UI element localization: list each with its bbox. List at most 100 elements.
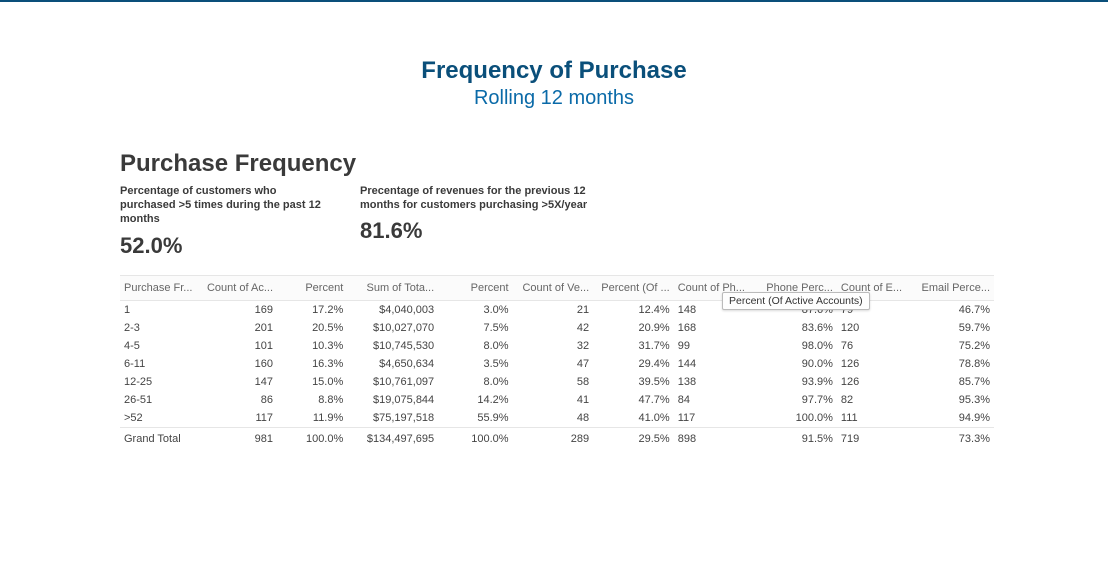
cell: 97.7% bbox=[756, 391, 837, 409]
cell: 47.7% bbox=[593, 391, 674, 409]
cell: 126 bbox=[837, 373, 913, 391]
cell: 98.0% bbox=[756, 337, 837, 355]
cell: 59.7% bbox=[913, 319, 994, 337]
report-title: Purchase Frequency bbox=[120, 150, 994, 178]
cell: 20.5% bbox=[277, 319, 347, 337]
cell: 8.8% bbox=[277, 391, 347, 409]
cell: $134,497,695 bbox=[347, 427, 438, 448]
kpi-customers-5x: Percentage of customers who purchased >5… bbox=[120, 184, 330, 259]
cell: 32 bbox=[513, 337, 594, 355]
cell: 15.0% bbox=[277, 373, 347, 391]
cell: 42 bbox=[513, 319, 594, 337]
cell: 12.4% bbox=[593, 300, 674, 319]
cell: 21 bbox=[513, 300, 594, 319]
cell: 117 bbox=[674, 409, 757, 428]
page-header: Frequency of Purchase Rolling 12 months bbox=[0, 2, 1108, 150]
kpi-label: Precentage of revenues for the previous … bbox=[360, 184, 600, 213]
cell: 86 bbox=[203, 391, 277, 409]
table-row: 4-510110.3%$10,745,5308.0%3231.7%9998.0%… bbox=[120, 337, 994, 355]
cell: 138 bbox=[674, 373, 757, 391]
cell: 1 bbox=[120, 300, 203, 319]
cell: $10,745,530 bbox=[347, 337, 438, 355]
cell: 31.7% bbox=[593, 337, 674, 355]
page-subtitle: Rolling 12 months bbox=[0, 86, 1108, 110]
cell: 898 bbox=[674, 427, 757, 448]
cell: 95.3% bbox=[913, 391, 994, 409]
cell: >52 bbox=[120, 409, 203, 428]
cell: 169 bbox=[203, 300, 277, 319]
column-header[interactable]: Purchase Fr... bbox=[120, 275, 203, 300]
table-row: >5211711.9%$75,197,51855.9%4841.0%117100… bbox=[120, 409, 994, 428]
cell: 94.9% bbox=[913, 409, 994, 428]
cell: 981 bbox=[203, 427, 277, 448]
cell: 47 bbox=[513, 355, 594, 373]
cell: 16.3% bbox=[277, 355, 347, 373]
cell: 8.0% bbox=[438, 337, 512, 355]
cell: 29.4% bbox=[593, 355, 674, 373]
cell: 144 bbox=[674, 355, 757, 373]
cell: 75.2% bbox=[913, 337, 994, 355]
cell: 48 bbox=[513, 409, 594, 428]
cell: 20.9% bbox=[593, 319, 674, 337]
column-header[interactable]: Percent (Of ... bbox=[593, 275, 674, 300]
table-row: 2-320120.5%$10,027,0707.5%4220.9%16883.6… bbox=[120, 319, 994, 337]
cell: 11.9% bbox=[277, 409, 347, 428]
column-header[interactable]: Sum of Tota... bbox=[347, 275, 438, 300]
kpi-row: Percentage of customers who purchased >5… bbox=[120, 184, 994, 259]
cell: $19,075,844 bbox=[347, 391, 438, 409]
cell: 719 bbox=[837, 427, 913, 448]
column-tooltip: Percent (Of Active Accounts) bbox=[722, 292, 870, 310]
cell: 17.2% bbox=[277, 300, 347, 319]
cell: 3.0% bbox=[438, 300, 512, 319]
cell: 10.3% bbox=[277, 337, 347, 355]
cell: 41.0% bbox=[593, 409, 674, 428]
cell: 6-11 bbox=[120, 355, 203, 373]
table-area: Percent (Of Active Accounts) Purchase Fr… bbox=[120, 275, 994, 448]
cell: 39.5% bbox=[593, 373, 674, 391]
cell: 91.5% bbox=[756, 427, 837, 448]
cell: 100.0% bbox=[756, 409, 837, 428]
column-header[interactable]: Count of Ac... bbox=[203, 275, 277, 300]
cell: $4,650,634 bbox=[347, 355, 438, 373]
cell: 85.7% bbox=[913, 373, 994, 391]
cell: 168 bbox=[674, 319, 757, 337]
column-header[interactable]: Percent bbox=[277, 275, 347, 300]
cell: 12-25 bbox=[120, 373, 203, 391]
cell: 147 bbox=[203, 373, 277, 391]
cell: 101 bbox=[203, 337, 277, 355]
kpi-label: Percentage of customers who purchased >5… bbox=[120, 184, 330, 227]
cell: 2-3 bbox=[120, 319, 203, 337]
cell: $75,197,518 bbox=[347, 409, 438, 428]
cell: $4,040,003 bbox=[347, 300, 438, 319]
cell: 111 bbox=[837, 409, 913, 428]
table-row: 12-2514715.0%$10,761,0978.0%5839.5%13893… bbox=[120, 373, 994, 391]
cell: $10,027,070 bbox=[347, 319, 438, 337]
cell: 90.0% bbox=[756, 355, 837, 373]
cell: 201 bbox=[203, 319, 277, 337]
table-row: 6-1116016.3%$4,650,6343.5%4729.4%14490.0… bbox=[120, 355, 994, 373]
cell: 160 bbox=[203, 355, 277, 373]
cell: 82 bbox=[837, 391, 913, 409]
cell: 93.9% bbox=[756, 373, 837, 391]
column-header[interactable]: Email Perce... bbox=[913, 275, 994, 300]
kpi-value: 81.6% bbox=[360, 218, 600, 244]
cell: 76 bbox=[837, 337, 913, 355]
cell: 100.0% bbox=[277, 427, 347, 448]
cell: 46.7% bbox=[913, 300, 994, 319]
table-total-row: Grand Total981100.0%$134,497,695100.0%28… bbox=[120, 427, 994, 448]
cell: 100.0% bbox=[438, 427, 512, 448]
column-header[interactable]: Count of Ve... bbox=[513, 275, 594, 300]
cell: 7.5% bbox=[438, 319, 512, 337]
page-title: Frequency of Purchase bbox=[0, 57, 1108, 86]
cell: 26-51 bbox=[120, 391, 203, 409]
cell: 117 bbox=[203, 409, 277, 428]
column-header[interactable]: Percent bbox=[438, 275, 512, 300]
cell: 83.6% bbox=[756, 319, 837, 337]
report-container: Purchase Frequency Percentage of custome… bbox=[114, 150, 994, 448]
table-row: 26-51868.8%$19,075,84414.2%4147.7%8497.7… bbox=[120, 391, 994, 409]
cell: Grand Total bbox=[120, 427, 203, 448]
cell: $10,761,097 bbox=[347, 373, 438, 391]
cell: 84 bbox=[674, 391, 757, 409]
cell: 55.9% bbox=[438, 409, 512, 428]
cell: 120 bbox=[837, 319, 913, 337]
